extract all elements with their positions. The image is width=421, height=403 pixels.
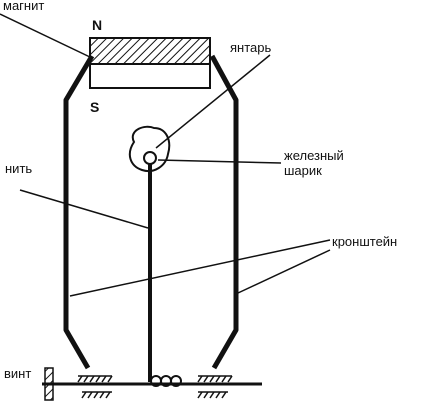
bracket-right — [209, 54, 239, 370]
label-magnet: магнит — [3, 0, 44, 13]
magnet-south-half — [89, 63, 211, 89]
magnet-north-half — [89, 37, 211, 65]
bracket-left — [63, 54, 95, 370]
ground-hatch-left — [81, 391, 112, 399]
label-bracket: кронштейн — [332, 234, 397, 249]
leader-lines — [0, 13, 331, 297]
label-screw: винт — [4, 366, 31, 381]
thread-coil — [150, 375, 182, 387]
foot-left-hatch — [77, 375, 113, 383]
screw — [44, 367, 54, 401]
label-thread: нить — [5, 161, 32, 176]
foot-right-hatch — [197, 375, 233, 383]
label-south: S — [90, 99, 99, 115]
label-north: N — [92, 17, 102, 33]
label-iron-ball-line2: шарик — [284, 163, 322, 178]
label-iron-ball-line1: железный — [284, 148, 344, 163]
iron-ball — [143, 151, 157, 165]
label-amber: янтарь — [230, 40, 271, 55]
ground-hatch-right — [197, 391, 228, 399]
